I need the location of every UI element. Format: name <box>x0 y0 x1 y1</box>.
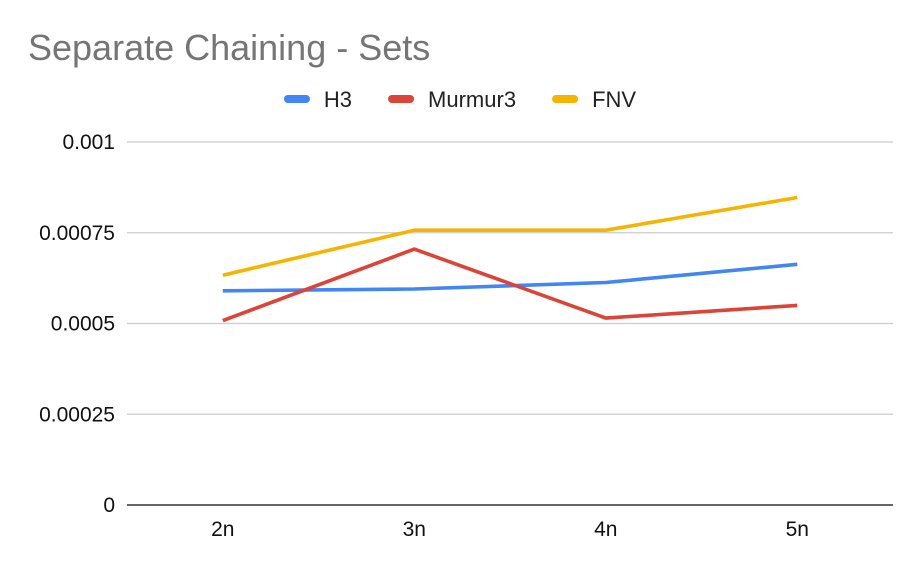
legend: H3 Murmur3 FNV <box>283 87 636 112</box>
legend-label: H3 <box>324 87 352 112</box>
legend-label: Murmur3 <box>428 87 516 112</box>
x-tick-label: 5n <box>786 518 809 541</box>
legend-swatch <box>388 95 415 103</box>
legend-item-h3: H3 <box>283 87 352 112</box>
x-tick-label: 4n <box>594 518 617 541</box>
legend-swatch <box>552 95 579 103</box>
y-tick-label: 0.001 <box>62 131 115 154</box>
legend-swatch <box>283 95 310 103</box>
y-axis-tick-labels: 0 0.00025 0.0005 0.00075 0.001 <box>39 131 115 517</box>
y-tick-label: 0.00075 <box>39 222 115 245</box>
legend-label: FNV <box>592 87 636 112</box>
gridlines <box>127 141 893 415</box>
legend-item-fnv: FNV <box>552 87 636 112</box>
x-tick-label: 2n <box>211 518 234 541</box>
y-tick-label: 0.00025 <box>39 403 115 426</box>
series-lines <box>222 195 798 323</box>
series-line-h3 <box>222 262 798 293</box>
x-tick-label: 3n <box>403 518 426 541</box>
x-axis-tick-labels: 2n 3n 4n 5n <box>211 518 809 541</box>
series-line-fnv <box>222 195 798 277</box>
series-line-murmur3 <box>222 247 798 323</box>
y-tick-label: 0.0005 <box>51 313 115 336</box>
legend-item-murmur3: Murmur3 <box>388 87 516 112</box>
y-tick-label: 0 <box>103 494 115 517</box>
chart-title: Separate Chaining - Sets <box>28 27 430 68</box>
